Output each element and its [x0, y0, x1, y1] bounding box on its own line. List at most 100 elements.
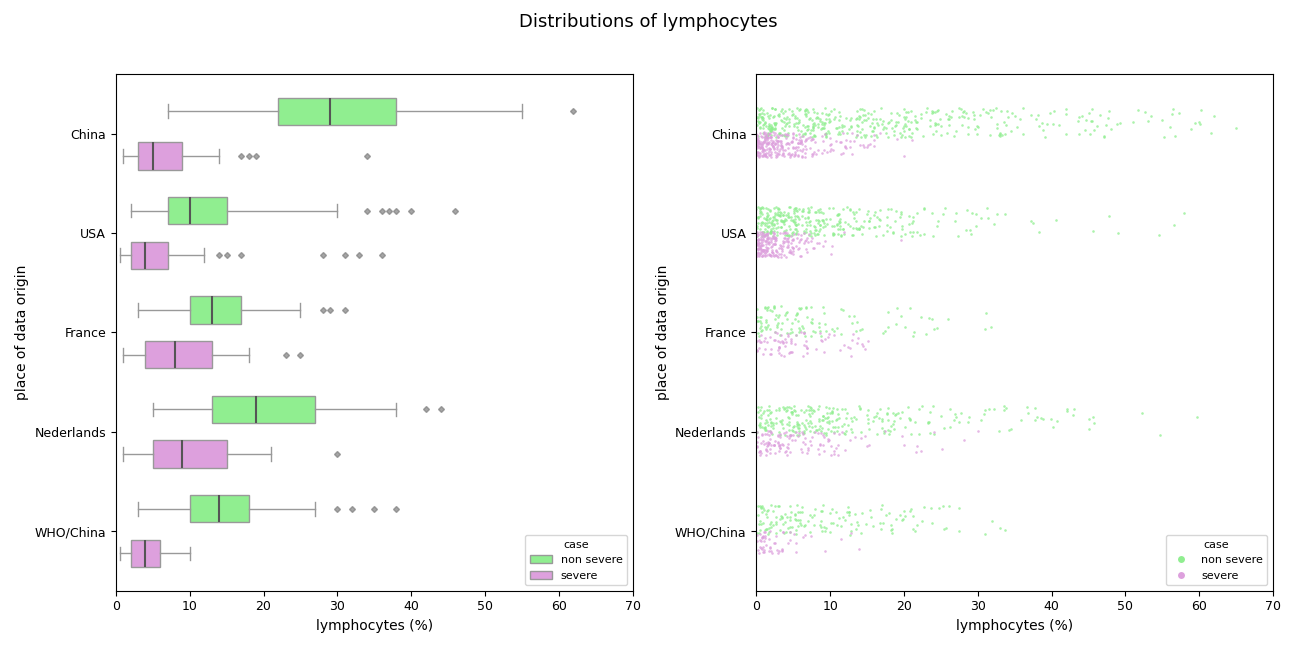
Point [855, 344, 876, 354]
Point [778, 242, 798, 253]
Point [877, 213, 898, 223]
Point [756, 235, 776, 246]
Point [1056, 129, 1077, 139]
Point [769, 342, 789, 353]
Point [794, 439, 815, 449]
Point [784, 121, 805, 131]
Point [898, 218, 919, 229]
Point [851, 132, 872, 142]
Point [765, 327, 785, 338]
Point [827, 426, 848, 436]
Point [759, 126, 780, 136]
Point [750, 321, 771, 331]
Point [753, 545, 774, 555]
Point [841, 121, 862, 132]
Point [748, 243, 769, 253]
Point [752, 240, 772, 251]
Point [780, 323, 801, 334]
Point [765, 139, 785, 149]
Point [797, 220, 818, 230]
Point [910, 229, 931, 240]
Point [759, 426, 780, 436]
Point [746, 345, 767, 356]
Point [754, 132, 775, 142]
Point [750, 150, 771, 160]
Point [753, 147, 774, 157]
Point [753, 113, 774, 124]
Point [756, 318, 776, 328]
Point [784, 400, 805, 411]
Point [814, 129, 835, 139]
Point [940, 114, 960, 124]
Point [800, 527, 820, 538]
Point [754, 229, 775, 240]
Point [829, 209, 850, 219]
Point [746, 221, 767, 231]
Point [750, 142, 771, 152]
Point [754, 251, 775, 261]
Point [893, 514, 914, 524]
Point [762, 420, 783, 430]
Point [813, 301, 833, 312]
Point [759, 121, 780, 131]
Point [921, 314, 942, 325]
Point [797, 443, 818, 453]
Point [788, 137, 809, 148]
Point [849, 127, 870, 137]
Point [772, 238, 793, 248]
Point [757, 441, 778, 451]
Point [765, 233, 785, 244]
Point [761, 139, 781, 150]
Point [757, 131, 778, 141]
Point [788, 229, 809, 239]
Point [796, 336, 816, 347]
Point [753, 226, 774, 237]
Point [788, 212, 809, 222]
Point [756, 244, 776, 255]
Point [749, 529, 770, 539]
Point [787, 211, 807, 221]
Point [749, 117, 770, 128]
Point [774, 226, 794, 236]
Point [815, 130, 836, 140]
Point [911, 401, 932, 411]
Point [876, 510, 897, 520]
Point [846, 517, 867, 527]
Point [819, 113, 840, 124]
Point [749, 136, 770, 146]
Point [796, 143, 816, 154]
Point [748, 146, 769, 157]
Point [1034, 132, 1055, 143]
Point [761, 517, 781, 527]
Point [859, 424, 880, 434]
Point [824, 104, 845, 114]
Point [772, 216, 793, 227]
Point [1080, 129, 1100, 139]
Point [1047, 416, 1068, 426]
Point [785, 330, 806, 341]
Point [831, 230, 851, 240]
Point [765, 128, 785, 139]
Point [787, 122, 807, 132]
Point [770, 240, 791, 250]
Point [851, 507, 872, 518]
Point [811, 526, 832, 537]
Point [748, 213, 769, 223]
Point [761, 500, 781, 510]
Point [800, 226, 820, 237]
Point [841, 415, 862, 426]
Point [881, 122, 902, 133]
Point [820, 133, 841, 144]
Point [752, 114, 772, 124]
Point [778, 442, 798, 452]
Point [793, 226, 814, 236]
Point [765, 214, 785, 225]
Point [793, 228, 814, 238]
Point [775, 310, 796, 321]
Point [776, 419, 797, 430]
Text: Distributions of lymphocytes: Distributions of lymphocytes [518, 13, 778, 31]
Point [762, 241, 783, 251]
Point [761, 418, 781, 428]
Point [785, 224, 806, 235]
Point [1165, 130, 1186, 141]
